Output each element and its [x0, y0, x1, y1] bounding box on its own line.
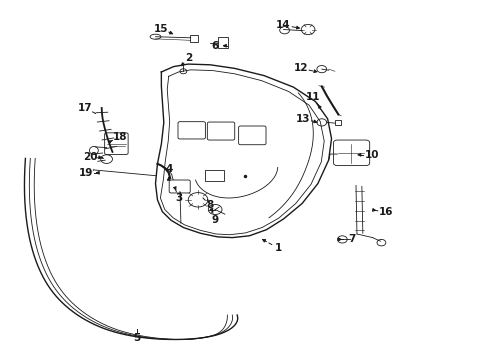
Bar: [334, 120, 340, 125]
Text: 7: 7: [347, 234, 355, 244]
Text: 17: 17: [78, 103, 93, 113]
Text: 8: 8: [206, 200, 213, 210]
Text: 18: 18: [112, 132, 127, 142]
Text: 16: 16: [378, 207, 393, 217]
Text: 12: 12: [293, 63, 307, 73]
Text: 13: 13: [295, 114, 310, 124]
Bar: [217, 37, 228, 48]
Text: 15: 15: [154, 24, 168, 34]
Text: 19: 19: [78, 168, 93, 178]
Text: 20: 20: [83, 152, 98, 162]
Text: 9: 9: [211, 215, 218, 225]
Text: 11: 11: [305, 92, 320, 102]
Text: 14: 14: [276, 20, 290, 30]
Bar: [189, 35, 197, 42]
Text: 3: 3: [175, 193, 182, 203]
Text: 6: 6: [211, 41, 218, 51]
Text: 5: 5: [133, 333, 140, 343]
Text: 10: 10: [364, 150, 378, 160]
Text: 2: 2: [184, 53, 191, 63]
Text: 1: 1: [275, 243, 282, 253]
Text: 4: 4: [164, 164, 172, 174]
Bar: [205, 170, 224, 181]
